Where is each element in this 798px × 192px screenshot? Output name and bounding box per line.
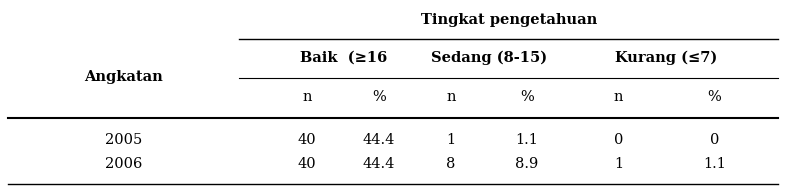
Text: %: % — [707, 90, 721, 104]
Text: 40: 40 — [298, 133, 317, 147]
Text: 8.9: 8.9 — [515, 157, 539, 171]
Text: 44.4: 44.4 — [363, 133, 395, 147]
Text: 40: 40 — [298, 157, 317, 171]
Text: 0: 0 — [614, 133, 623, 147]
Text: Kurang (≤7): Kurang (≤7) — [615, 50, 717, 65]
Text: Sedang (8-15): Sedang (8-15) — [431, 50, 547, 65]
Text: Baik  (≥16: Baik (≥16 — [299, 51, 387, 65]
Text: 1: 1 — [614, 157, 623, 171]
Text: 2005: 2005 — [105, 133, 142, 147]
Text: 1: 1 — [446, 133, 456, 147]
Text: %: % — [519, 90, 534, 104]
Text: n: n — [446, 90, 456, 104]
Text: 1.1: 1.1 — [516, 133, 538, 147]
Text: n: n — [302, 90, 312, 104]
Text: n: n — [614, 90, 623, 104]
Text: 0: 0 — [709, 133, 719, 147]
Text: Angkatan: Angkatan — [85, 70, 163, 84]
Text: Tingkat pengetahuan: Tingkat pengetahuan — [421, 13, 597, 27]
Text: 1.1: 1.1 — [703, 157, 725, 171]
Text: 8: 8 — [446, 157, 456, 171]
Text: 44.4: 44.4 — [363, 157, 395, 171]
Text: 2006: 2006 — [105, 157, 142, 171]
Text: %: % — [372, 90, 386, 104]
